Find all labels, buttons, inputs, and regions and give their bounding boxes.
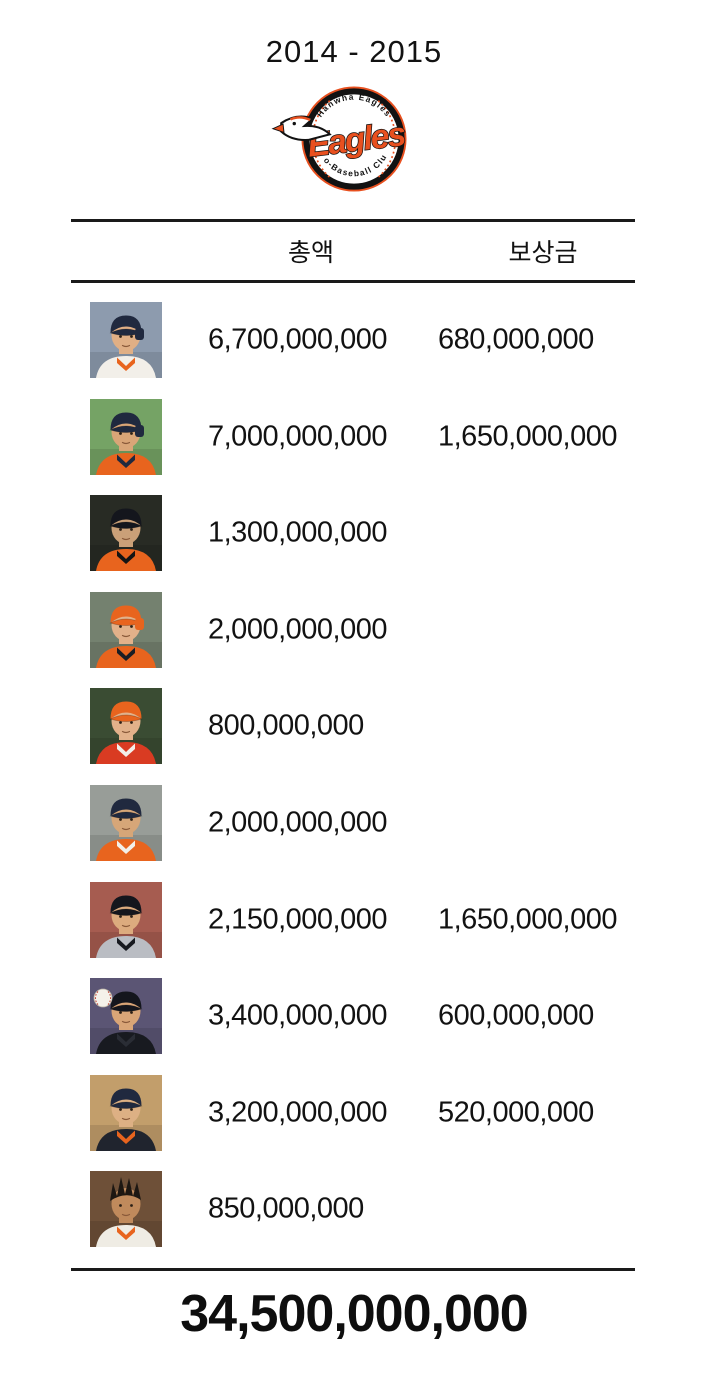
table-row: batter in navy helmet, white-orange jers… [71, 302, 635, 378]
compensation-cell: 1,650,000,000 [438, 420, 617, 453]
total-amount-cell: 3,200,000,000 [208, 1096, 387, 1129]
table-top-rule [71, 219, 635, 222]
total-amount-cell: 800,000,000 [208, 709, 364, 742]
total-amount-cell: 850,000,000 [208, 1192, 364, 1225]
helmet-earflap [135, 328, 144, 340]
helmet-earflap [135, 617, 144, 630]
page-title: 2014 - 2015 [265, 34, 443, 69]
player-face [119, 335, 133, 348]
total-amount-cell: 1,300,000,000 [208, 516, 387, 549]
player-photo: batter in orange helmet, orange jersey, … [90, 591, 162, 668]
player-photo: player in navy cap, dark navy jersey, ta… [90, 1074, 162, 1151]
compensation-cell: 680,000,000 [438, 323, 594, 356]
table-row: pitcher in orange cap, red jersey, dark … [71, 688, 635, 765]
total-amount-cell: 6,700,000,000 [208, 323, 387, 356]
player-face [119, 1107, 133, 1120]
player-photo: pitcher in orange cap, red jersey, dark … [90, 688, 162, 765]
player-photo: pitcher holding baseball, black cap and … [90, 978, 162, 1055]
table-row: pitcher holding baseball, black cap and … [71, 978, 635, 1055]
player-face [119, 1204, 133, 1217]
compensation-cell: 520,000,000 [438, 1096, 594, 1129]
cap-icon [109, 605, 144, 630]
cap-icon [109, 895, 143, 916]
table-row: veteran in navy cap, orange jacket, grey… [71, 785, 635, 861]
player-face [119, 721, 133, 734]
baseball-icon [93, 988, 113, 1008]
cap-icon [109, 798, 143, 819]
compensation-cell: 1,650,000,000 [438, 903, 617, 936]
table-row: player in black cap, grey away jersey, r… [71, 881, 635, 958]
total-amount-cell: 3,400,000,000 [208, 999, 387, 1032]
hanwha-eagles-logo: Hanwha Eagles Pro-Baseball Club Eagles [270, 82, 408, 192]
total-amount-cell: 2,000,000,000 [208, 806, 387, 839]
column-header-total: 총액 [287, 239, 335, 267]
column-header-compensation: 보상금 [508, 239, 578, 267]
table-header-rule [71, 280, 635, 283]
player-face [119, 818, 133, 831]
table-row: player in black cap, orange jersey, dark… [71, 495, 635, 572]
total-amount-cell: 2,150,000,000 [208, 903, 387, 936]
helmet-earflap [135, 424, 144, 437]
cap-icon [109, 1088, 143, 1109]
player-photo: player in black cap, orange jersey, dark… [90, 495, 162, 572]
player-face [119, 914, 133, 927]
player-rows: batter in navy helmet, white-orange jers… [71, 302, 635, 1268]
grand-total: 34,500,000,000 [180, 1285, 528, 1343]
table-row: player with wild spiky hair, white pinst… [71, 1171, 635, 1248]
table-row: player in navy cap, dark navy jersey, ta… [71, 1074, 635, 1151]
eagle-head-icon [271, 115, 332, 142]
player-face [119, 1011, 133, 1024]
cap-icon [109, 412, 144, 437]
cap-icon [109, 991, 143, 1013]
cap-icon [109, 315, 144, 340]
player-face [119, 624, 133, 637]
total-amount-cell: 2,000,000,000 [208, 613, 387, 646]
player-photo: player with wild spiky hair, white pinst… [90, 1171, 162, 1248]
player-face [119, 431, 133, 444]
player-photo: player in black cap, grey away jersey, r… [90, 881, 162, 958]
table-row: batter in navy helmet, orange jersey, gr… [71, 398, 635, 475]
spiky-hair [110, 1177, 141, 1202]
compensation-cell: 600,000,000 [438, 999, 594, 1032]
player-photo: batter in navy helmet, white-orange jers… [90, 302, 162, 378]
cap-icon [109, 508, 143, 530]
player-photo: veteran in navy cap, orange jacket, grey… [90, 785, 162, 861]
table-bottom-rule [71, 1268, 635, 1271]
player-photo: batter in navy helmet, orange jersey, gr… [90, 398, 162, 475]
player-face [119, 528, 133, 541]
cap-icon [109, 701, 143, 723]
table-row: batter in orange helmet, orange jersey, … [71, 591, 635, 668]
total-amount-cell: 7,000,000,000 [208, 420, 387, 453]
baseball-seam-right [377, 100, 397, 178]
